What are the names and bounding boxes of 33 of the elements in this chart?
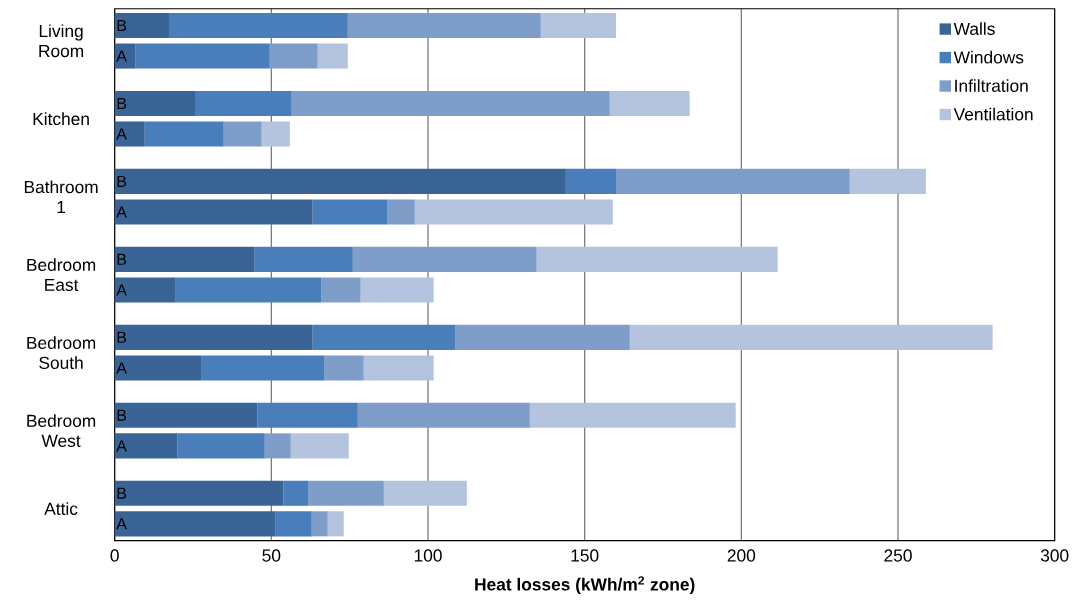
- text: Living Room: [39, 24, 84, 58]
- legend-label: Windows: [953, 50, 1024, 64]
- text: Bathroom 1: [24, 180, 98, 213]
- y-tick-label: A: [116, 206, 127, 218]
- x-axis-title: Heat losses (kWh/m$^{2}$ zone): [475, 576, 695, 594]
- x-tick-label: 100: [414, 549, 442, 562]
- y-tick-label: A: [116, 284, 127, 296]
- x-tick-label: 200: [727, 549, 756, 562]
- y-tick-label: B: [117, 175, 127, 187]
- text: Kitchen: [33, 112, 89, 126]
- y-tick-label: B: [117, 253, 127, 265]
- text: Attic: [44, 502, 78, 515]
- text: Bedroom West: [27, 414, 96, 447]
- x-tick-label: 0: [110, 549, 119, 562]
- text: Bedroom South: [27, 336, 96, 369]
- y-tick-label: A: [116, 362, 127, 374]
- x-tick-label: 300: [1040, 549, 1069, 562]
- y-tick-label: A: [116, 518, 127, 530]
- y-tick-label: A: [116, 128, 127, 140]
- x-tick-label: 50: [262, 549, 281, 562]
- y-tick-label: B: [117, 409, 127, 421]
- y-tick-label: B: [117, 331, 127, 343]
- text: Bedroom East: [27, 258, 96, 292]
- x-tick-label: 250: [884, 549, 912, 562]
- y-tick-label: B: [117, 19, 127, 31]
- y-tick-label: A: [116, 50, 127, 62]
- y-tick-label: B: [117, 487, 127, 499]
- y-tick-label: B: [117, 97, 127, 109]
- legend-label: Walls: [953, 22, 995, 35]
- y-tick-label: A: [116, 440, 127, 452]
- legend-label: Infiltration: [955, 79, 1028, 92]
- x-tick-label: 150: [571, 549, 599, 562]
- legend-label: Ventilation: [953, 107, 1033, 121]
